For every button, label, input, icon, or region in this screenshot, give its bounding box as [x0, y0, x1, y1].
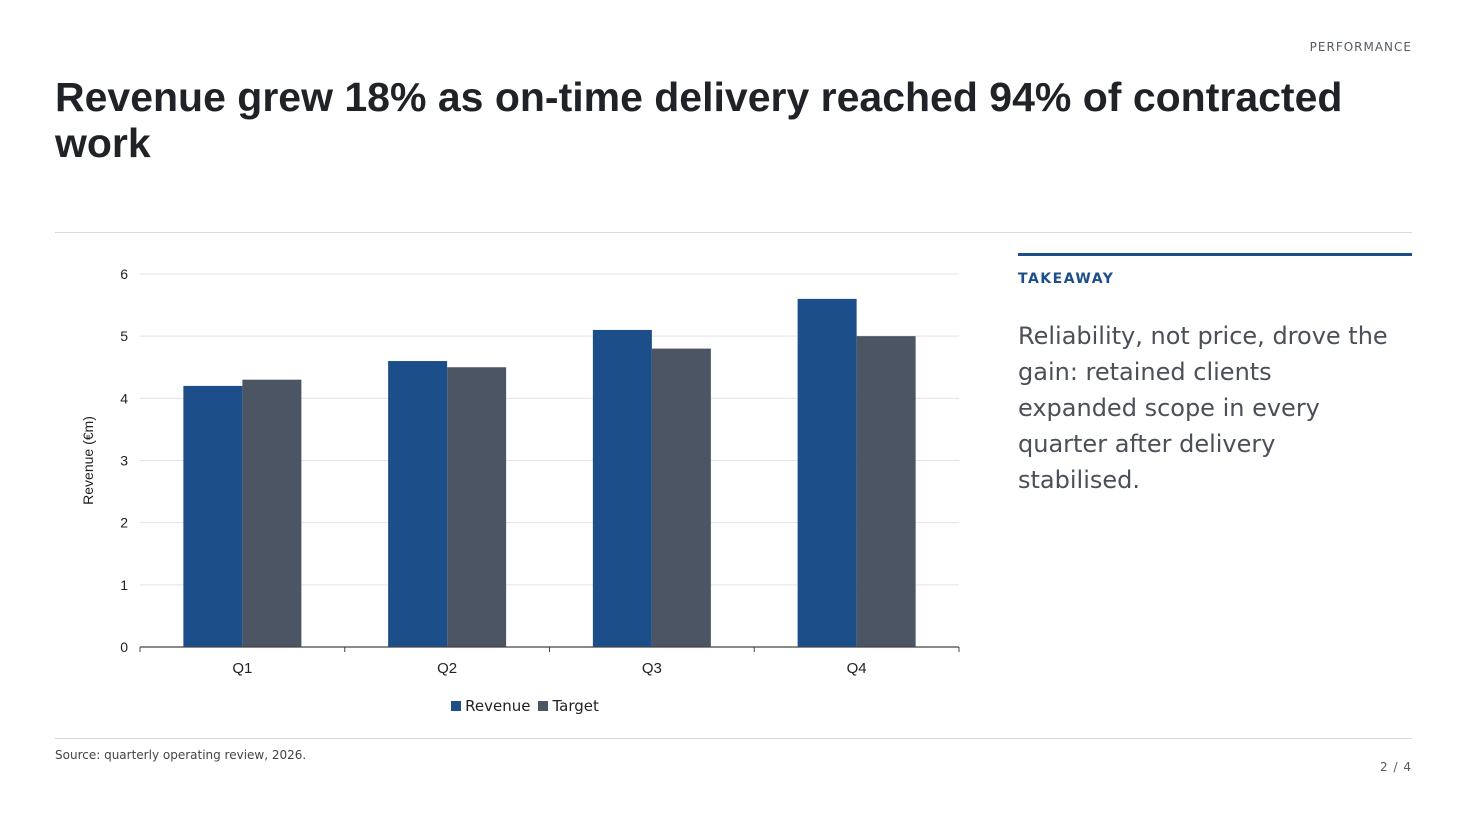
- y-tick-label: 0: [120, 639, 128, 655]
- section-label: PERFORMANCE: [1309, 40, 1412, 54]
- page-number: 2 / 4: [1380, 760, 1412, 774]
- takeaway-label: TAKEAWAY: [1018, 271, 1115, 287]
- x-tick-label: Q3: [642, 660, 662, 677]
- y-tick-label: 2: [120, 515, 128, 531]
- bottom-divider: [55, 738, 1412, 739]
- takeaway-accent-bar: [1018, 253, 1412, 256]
- y-tick-label: 4: [120, 390, 128, 406]
- legend-label: Revenue: [465, 697, 531, 715]
- bar-target-q2: [447, 367, 507, 647]
- bar-revenue-q3: [592, 329, 652, 647]
- bar-target-q1: [242, 379, 302, 647]
- legend-swatch: [451, 701, 462, 711]
- chart-legend: Revenue Target: [55, 697, 995, 715]
- takeaway-text: Reliability, not price, drove the gain: …: [1018, 322, 1388, 494]
- top-divider: [55, 232, 1412, 233]
- bar-revenue-q2: [388, 361, 448, 647]
- y-tick-label: 6: [120, 266, 128, 282]
- legend-item-target: Target: [538, 697, 599, 715]
- x-tick-label: Q2: [437, 660, 457, 677]
- x-tick-label: Q1: [232, 660, 252, 677]
- source-note: Source: quarterly operating review, 2026…: [55, 748, 307, 762]
- chart-container: 0 1 2 3 4 5 6 Revenue (€m) Q1 Q2 Q3 Q4 Revenue Targe…: [55, 240, 995, 730]
- y-tick-label: 5: [120, 328, 128, 344]
- legend-item-revenue: Revenue: [451, 697, 530, 715]
- bar-revenue-q4: [797, 298, 857, 647]
- bar-chart: 0 1 2 3 4 5 6 Revenue (€m) Q1 Q2 Q3 Q4: [80, 266, 960, 677]
- y-tick-label: 1: [120, 577, 128, 593]
- y-tick-label: 3: [120, 453, 128, 469]
- bar-target-q4: [856, 336, 916, 647]
- bar-target-q3: [651, 348, 711, 647]
- x-tick-label: Q4: [847, 660, 867, 677]
- bar-revenue-q1: [183, 385, 243, 647]
- y-axis-title: Revenue (€m): [80, 416, 96, 505]
- legend-label: Target: [552, 697, 599, 715]
- legend-swatch: [538, 701, 549, 711]
- page-title: Revenue grew 18% as on-time delivery rea…: [55, 74, 1343, 166]
